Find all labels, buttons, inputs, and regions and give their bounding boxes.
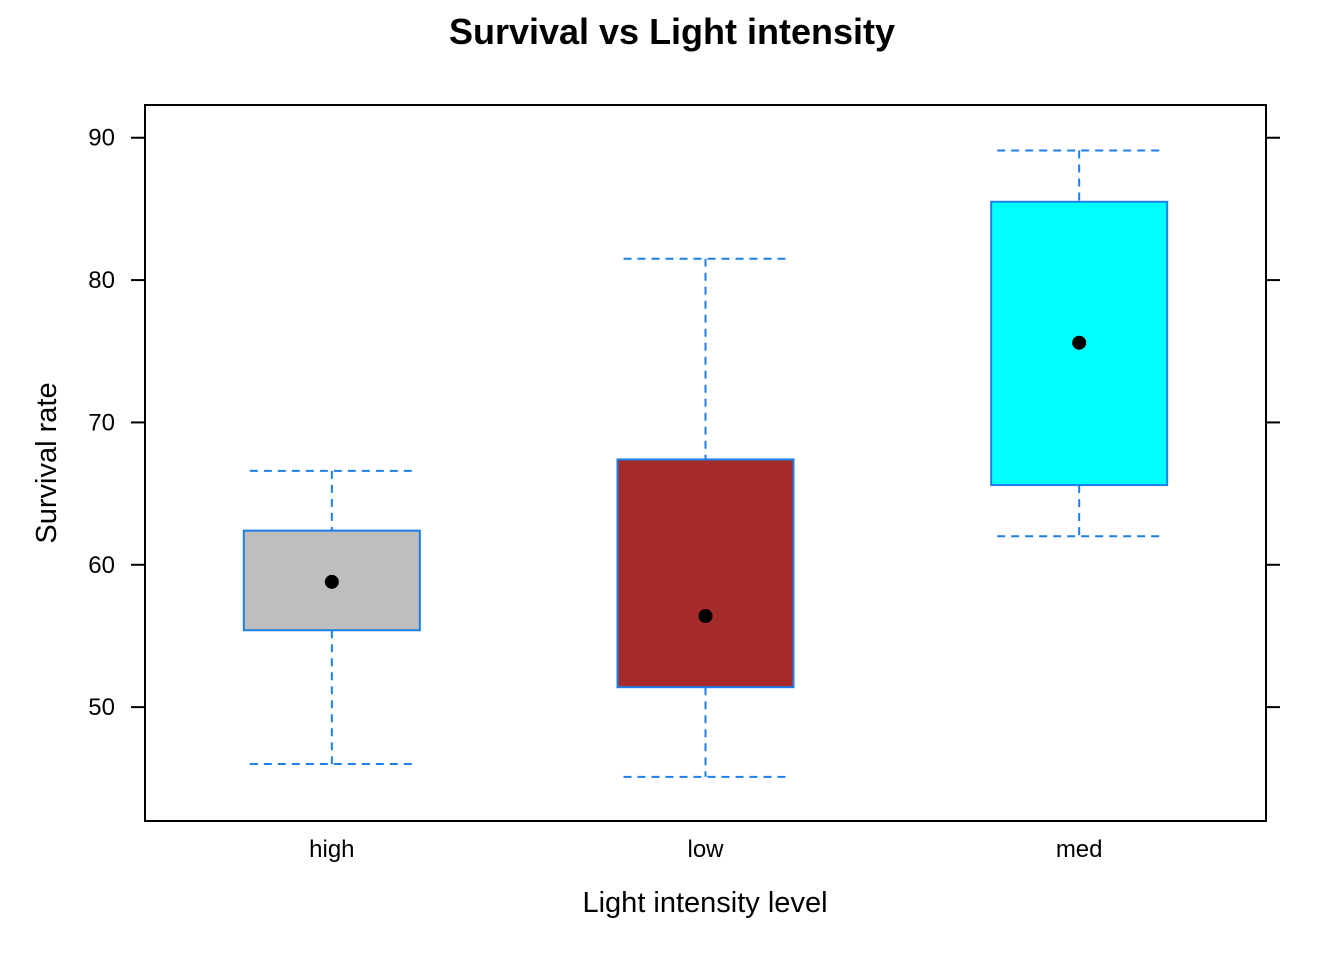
y-tick-label: 50 bbox=[88, 694, 115, 721]
median-dot bbox=[698, 609, 713, 624]
box-series bbox=[242, 149, 1169, 778]
x-axis-label: Light intensity level bbox=[582, 887, 827, 919]
y-tick-label: 80 bbox=[88, 267, 115, 294]
x-axis: high low med bbox=[309, 836, 1102, 863]
median-dot bbox=[324, 574, 339, 589]
x-tick-label: high bbox=[309, 836, 354, 863]
y-tick-label: 60 bbox=[88, 552, 115, 579]
median-dot bbox=[1072, 335, 1087, 350]
chart-title: Survival vs Light intensity bbox=[449, 11, 895, 52]
box-low bbox=[616, 458, 795, 689]
y-axis-label: Survival rate bbox=[31, 382, 63, 543]
plot-frame bbox=[144, 104, 1267, 822]
y-axis-left: 50 60 70 80 90 bbox=[88, 125, 145, 721]
y-tick-label: 70 bbox=[88, 409, 115, 436]
x-tick-label: low bbox=[687, 836, 724, 863]
x-tick-label: med bbox=[1056, 836, 1103, 863]
y-tick-label: 90 bbox=[88, 125, 115, 152]
y-axis-right bbox=[1266, 136, 1280, 709]
